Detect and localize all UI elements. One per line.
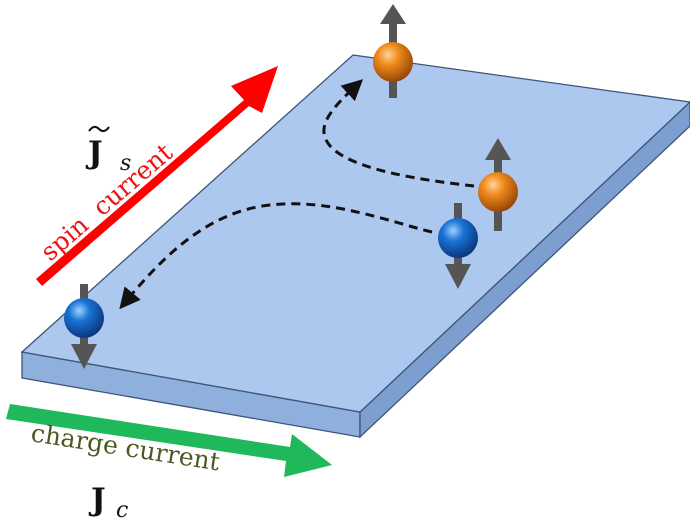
orange-sphere-icon (478, 172, 518, 212)
spin-vector-down-arrowhead-icon (445, 264, 471, 289)
trajectory-blue (119, 202, 433, 310)
spin-current-tilde (88, 125, 110, 133)
spin-current-symbol-subscript: s (120, 151, 131, 176)
spin-current-arrow (36, 66, 278, 286)
trajectory-orange (322, 79, 475, 188)
material-slab (20, 54, 690, 439)
orange-particle-right (478, 138, 518, 231)
slab-top-face (20, 54, 690, 413)
blue-sphere-icon (64, 298, 104, 338)
blue-particle-right (438, 203, 478, 289)
spin-vector-down-arrowhead-icon (71, 344, 97, 369)
charge-current-symbol-subscript: c (116, 498, 128, 523)
charge-current-symbol-j: J (88, 482, 106, 518)
charge-current-symbol: J c (88, 482, 128, 523)
spin-vector-up-arrowhead-icon (380, 4, 406, 24)
spin-current-symbol: J s (85, 125, 131, 176)
charge-current-arrow (6, 404, 332, 477)
blue-sphere-icon (438, 218, 478, 258)
spin-current-symbol-j: J (85, 135, 103, 171)
blue-particle-left (64, 284, 104, 369)
spin-vector-up-arrowhead-icon (485, 138, 511, 160)
orange-sphere-icon (373, 42, 413, 82)
orange-particle-top (373, 4, 413, 98)
